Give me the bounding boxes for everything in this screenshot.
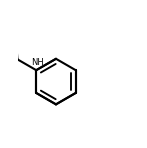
- Text: NH: NH: [31, 58, 44, 67]
